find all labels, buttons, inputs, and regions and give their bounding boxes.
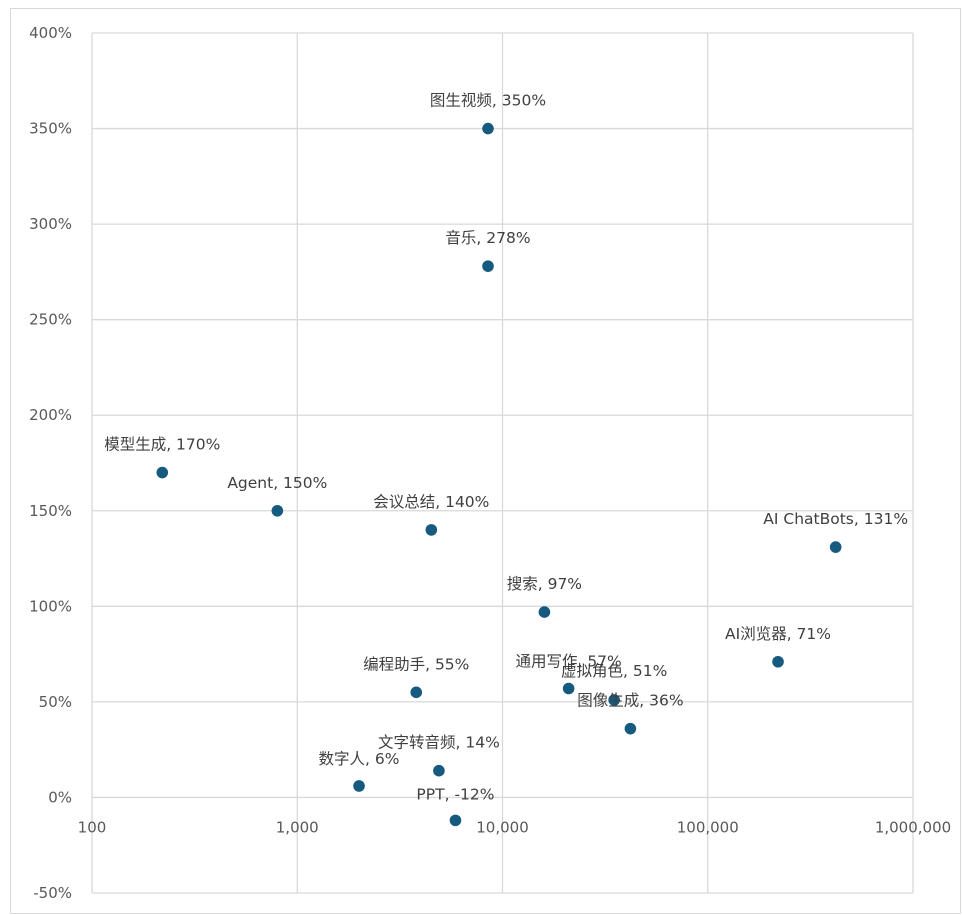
chart-frame [10,8,961,914]
data-label: 编程助手, 55% [363,655,469,673]
data-point [156,466,169,479]
y-tick-label: 0% [48,788,72,806]
data-point [562,682,575,695]
data-point [538,606,551,618]
data-label: AI ChatBots, 131% [763,510,908,528]
data-point [829,541,842,553]
data-label: 模型生成, 170% [104,436,220,454]
data-point [353,780,365,792]
y-tick-label: 150% [29,502,72,520]
y-tick-label: 200% [29,406,72,424]
y-tick-label: 350% [29,120,72,138]
data-label: 文字转音频, 14% [378,734,500,752]
y-tick-label: 50% [39,693,72,711]
data-point [425,524,438,536]
data-point [608,694,620,706]
data-label: Agent, 150% [227,474,327,492]
data-point [449,814,462,827]
data-label: 虚拟角色, 51% [561,662,667,680]
data-label: 搜索, 97% [507,575,582,593]
x-tick-label: 10,000 [476,818,529,836]
data-label: AI浏览器, 71% [725,625,831,643]
data-point [772,655,784,668]
x-tick-label: 100,000 [677,818,739,836]
data-point [410,686,423,699]
data-label: 通用写作, 57% [515,653,621,671]
data-point [482,260,494,272]
y-tick-label: 250% [29,311,72,329]
y-tick-label: 100% [29,597,72,615]
y-tick-label: -50% [33,884,72,902]
data-label: 图像生成, 36% [577,692,683,710]
data-point [482,122,494,135]
data-label: PPT, -12% [416,785,494,803]
y-tick-label: 300% [29,215,72,233]
data-point [624,722,637,735]
data-point [433,764,445,777]
data-point [271,504,284,517]
x-tick-label: 1,000,000 [875,818,951,836]
data-label: 图生视频, 350% [430,92,546,110]
data-label: 数字人, 6% [319,750,400,768]
y-tick-label: 400% [29,24,72,42]
x-tick-label: 100 [78,818,107,836]
x-tick-label: 1,000 [276,818,319,836]
data-label: 音乐, 278% [445,229,530,247]
data-label: 会议总结, 140% [373,493,489,511]
